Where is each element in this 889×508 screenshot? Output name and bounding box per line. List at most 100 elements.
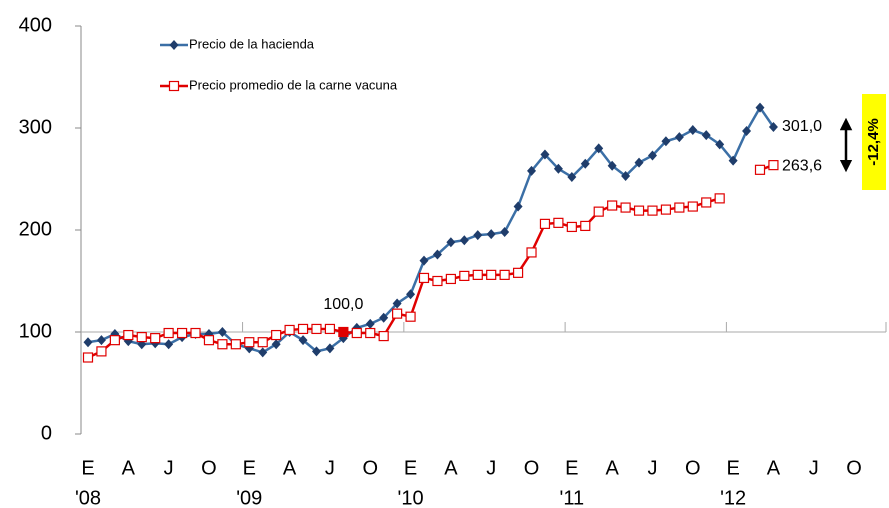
y-tick-label: 0 [41,422,52,444]
marker [526,247,537,258]
marker [311,346,321,357]
marker [418,272,430,284]
marker [607,200,618,211]
marker [620,202,631,213]
marker [567,171,577,182]
x-tick-label: J [325,457,335,479]
marker [674,132,684,143]
marker [527,165,537,176]
x-tick-label: A [283,457,297,479]
marker [311,323,322,335]
marker [459,270,470,281]
marker [338,326,349,338]
marker [405,311,416,322]
marker [607,160,617,171]
marker [754,164,766,175]
marker [499,269,510,280]
marker [176,327,188,339]
marker [150,333,161,344]
marker [123,329,134,341]
marker [473,230,483,241]
marker [512,267,524,278]
x-tick-label: O [685,457,701,479]
marker [365,327,376,339]
marker [324,323,336,335]
marker [459,235,469,246]
marker [244,337,255,348]
marker [647,150,657,161]
marker [580,220,591,232]
x-tick-label: O [362,457,378,479]
annotation: -12,4% [865,118,882,166]
legend-marker [168,80,180,92]
x-tick-label: A [122,457,136,479]
x-year-label: '10 [398,487,424,508]
legend-marker [169,40,179,50]
x-tick-label: J [647,457,657,479]
marker [742,126,752,137]
marker [768,160,779,171]
marker [486,269,497,280]
marker [230,339,241,350]
x-tick-label: A [605,457,619,479]
marker [634,157,644,168]
x-tick-label: A [767,457,781,479]
marker [633,205,645,216]
legend-label: Precio promedio de la carne vacuna [189,77,398,92]
marker [768,121,778,132]
x-tick-label: J [809,457,819,479]
marker [136,332,147,343]
y-tick-label: 400 [19,14,52,36]
marker [513,201,523,212]
x-tick-label: E [81,457,94,479]
x-tick-label: E [243,457,256,479]
marker [271,339,281,350]
y-tick-label: 300 [19,116,52,138]
x-tick-label: J [486,457,496,479]
x-year-label: '12 [720,487,746,508]
marker [82,352,94,363]
marker [674,202,685,213]
annotation-box [862,94,886,190]
marker [500,227,510,238]
marker [83,337,93,348]
marker [217,327,227,337]
marker [446,237,456,248]
x-tick-label: J [164,457,174,479]
x-year-label: '11 [560,487,585,508]
marker [298,335,308,346]
marker [163,327,174,339]
x-year-label: '09 [236,487,262,508]
marker [553,217,564,228]
marker [365,318,375,329]
value-label: 301,0 [782,118,822,135]
x-tick-label: O [524,457,540,479]
x-tick-label: E [565,457,578,479]
y-tick-label: 200 [19,218,52,240]
marker [109,335,120,346]
marker [419,255,429,266]
x-tick-label: E [726,457,739,479]
marker [647,205,658,216]
marker [217,339,228,350]
marker [406,289,416,300]
y-tick-label: 100 [19,320,52,342]
marker [297,323,309,335]
series-line [87,105,775,354]
marker [539,218,551,229]
marker [325,343,335,354]
marker [687,201,698,212]
x-tick-label: A [444,457,458,479]
marker [594,143,604,154]
x-tick-label: O [846,457,862,479]
value-label: 100,0 [323,296,363,313]
marker [432,249,442,260]
value-label: 263,6 [782,157,822,174]
marker [96,335,106,346]
marker [714,193,725,204]
marker [445,273,456,285]
marker [540,149,550,160]
marker [621,170,631,181]
x-year-label: '08 [75,487,101,508]
x-tick-label: E [404,457,417,479]
